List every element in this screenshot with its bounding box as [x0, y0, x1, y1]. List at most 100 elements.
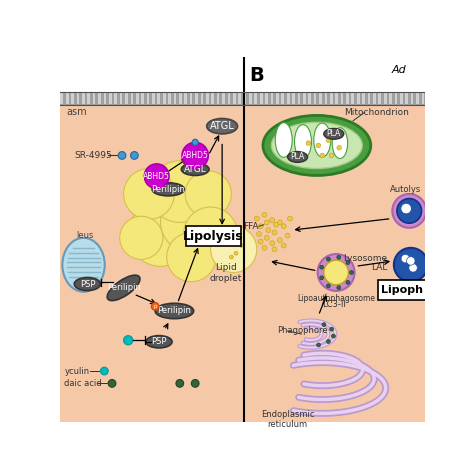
- Circle shape: [264, 236, 269, 240]
- Circle shape: [151, 302, 159, 310]
- Text: ATGL: ATGL: [184, 165, 207, 174]
- Text: p: p: [154, 304, 157, 309]
- Ellipse shape: [152, 183, 184, 196]
- Bar: [282, 92, 284, 104]
- Circle shape: [185, 171, 231, 217]
- Text: Lysosome: Lysosome: [344, 254, 388, 263]
- Bar: [71, 92, 74, 104]
- Circle shape: [273, 222, 279, 227]
- Text: Perilipin: Perilipin: [157, 307, 191, 316]
- Bar: [411, 92, 413, 104]
- Bar: [114, 92, 117, 104]
- Circle shape: [349, 271, 354, 274]
- FancyBboxPatch shape: [378, 280, 426, 300]
- Text: Autolys: Autolys: [390, 185, 421, 194]
- Bar: [271, 92, 273, 104]
- Bar: [314, 92, 317, 104]
- Circle shape: [272, 247, 277, 252]
- Circle shape: [124, 169, 174, 219]
- Bar: [130, 92, 133, 104]
- Circle shape: [227, 241, 230, 245]
- Text: asm: asm: [66, 107, 87, 117]
- Circle shape: [258, 239, 263, 244]
- Bar: [152, 92, 155, 104]
- Text: Lipoph: Lipoph: [381, 285, 423, 295]
- Bar: [405, 92, 408, 104]
- Bar: [255, 92, 257, 104]
- Bar: [146, 92, 149, 104]
- Circle shape: [330, 327, 334, 331]
- Bar: [61, 57, 425, 91]
- Bar: [125, 92, 128, 104]
- Ellipse shape: [332, 128, 347, 158]
- Circle shape: [255, 216, 259, 221]
- Circle shape: [270, 218, 274, 223]
- Circle shape: [337, 286, 341, 290]
- Ellipse shape: [74, 277, 100, 291]
- Text: Endoplasmic
reticulum: Endoplasmic reticulum: [261, 410, 314, 429]
- Bar: [249, 92, 252, 104]
- Circle shape: [130, 152, 138, 159]
- Text: daic acid: daic acid: [64, 379, 102, 388]
- Bar: [265, 92, 268, 104]
- Bar: [303, 92, 306, 104]
- Circle shape: [281, 243, 286, 248]
- Ellipse shape: [207, 118, 237, 134]
- Circle shape: [329, 153, 334, 158]
- Ellipse shape: [146, 336, 172, 348]
- Circle shape: [346, 281, 350, 284]
- Bar: [346, 92, 349, 104]
- Bar: [395, 92, 397, 104]
- Circle shape: [128, 201, 193, 266]
- Text: SR-4995: SR-4995: [74, 151, 112, 160]
- Bar: [400, 92, 403, 104]
- Text: LC3-II: LC3-II: [322, 301, 346, 310]
- Circle shape: [256, 231, 262, 237]
- Circle shape: [192, 139, 198, 146]
- Bar: [93, 92, 95, 104]
- Text: PSP: PSP: [151, 337, 167, 346]
- Text: Lipolysis: Lipolysis: [183, 230, 244, 243]
- Bar: [362, 92, 365, 104]
- Bar: [190, 92, 192, 104]
- Bar: [228, 92, 230, 104]
- Bar: [211, 92, 214, 104]
- Circle shape: [108, 380, 116, 387]
- Bar: [179, 92, 182, 104]
- Bar: [357, 92, 360, 104]
- Circle shape: [258, 224, 263, 229]
- Circle shape: [236, 238, 239, 242]
- Ellipse shape: [324, 128, 344, 139]
- Bar: [61, 92, 63, 104]
- Bar: [61, 105, 425, 422]
- Bar: [201, 92, 203, 104]
- Circle shape: [262, 246, 267, 250]
- Bar: [341, 92, 343, 104]
- Circle shape: [326, 138, 331, 142]
- Text: PLA: PLA: [327, 129, 341, 138]
- Bar: [421, 92, 424, 104]
- Circle shape: [176, 380, 183, 387]
- Ellipse shape: [263, 115, 371, 175]
- Circle shape: [277, 220, 283, 225]
- Text: Lipoautophagosome: Lipoautophagosome: [297, 294, 375, 303]
- Bar: [368, 92, 370, 104]
- Ellipse shape: [275, 123, 292, 157]
- Text: Perilipin: Perilipin: [151, 185, 185, 194]
- Bar: [352, 92, 354, 104]
- Circle shape: [149, 161, 210, 222]
- Circle shape: [337, 146, 341, 150]
- Circle shape: [270, 241, 274, 246]
- Circle shape: [183, 207, 237, 261]
- Bar: [173, 92, 176, 104]
- Text: ABHD5: ABHD5: [143, 172, 170, 181]
- Ellipse shape: [155, 303, 194, 319]
- Circle shape: [145, 164, 169, 189]
- Text: Phagophore: Phagophore: [278, 326, 328, 335]
- Bar: [378, 92, 381, 104]
- Ellipse shape: [294, 125, 311, 158]
- Bar: [276, 92, 279, 104]
- Bar: [141, 92, 144, 104]
- Bar: [163, 92, 165, 104]
- Bar: [61, 91, 425, 105]
